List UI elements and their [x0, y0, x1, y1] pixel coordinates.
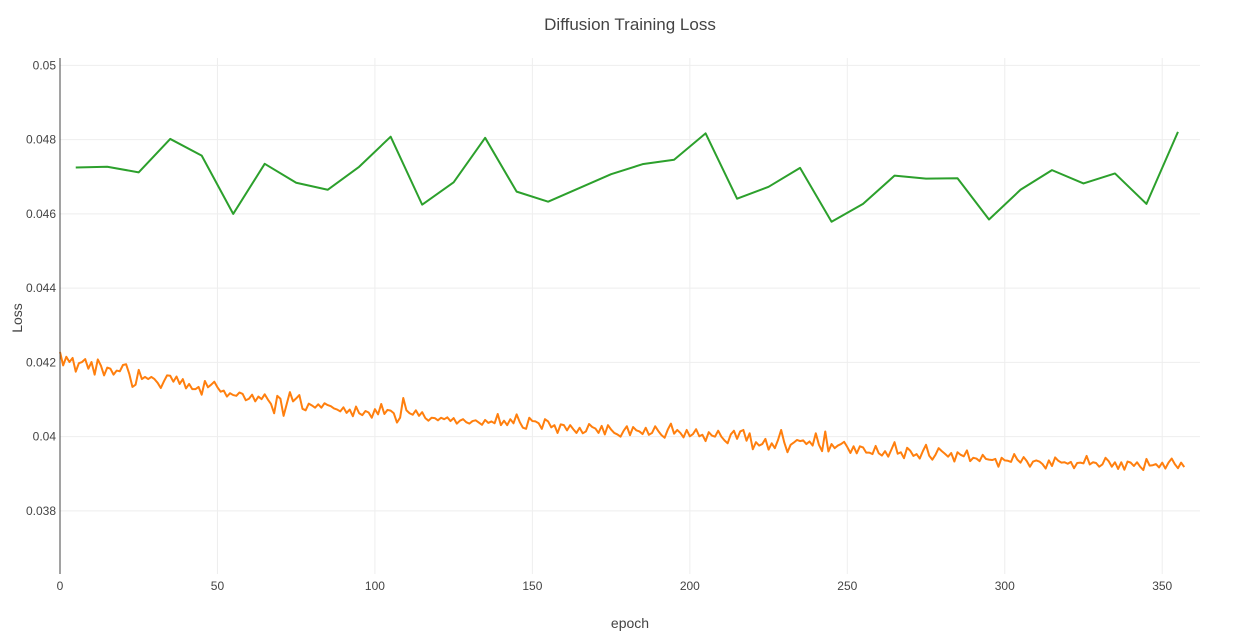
series-group [59, 131, 1186, 472]
y-tick-label: 0.048 [26, 133, 56, 147]
gridlines [60, 58, 1200, 574]
y-tick-label: 0.046 [26, 207, 56, 221]
y-tick-label: 0.038 [26, 504, 56, 518]
y-tick-label: 0.05 [33, 58, 57, 72]
x-tick-label: 50 [211, 579, 225, 593]
x-tick-label: 100 [365, 579, 385, 593]
x-tick-label: 300 [995, 579, 1015, 593]
chart-title: Diffusion Training Loss [544, 15, 716, 34]
series-line-validation [75, 131, 1179, 223]
x-tick-label: 200 [680, 579, 700, 593]
series-line-train [59, 351, 1186, 472]
x-tick-label: 250 [837, 579, 857, 593]
y-tick-label: 0.044 [26, 281, 56, 295]
x-axis-title: epoch [611, 615, 649, 631]
x-tick-label: 0 [57, 579, 64, 593]
tick-labels: 0 50 100 150 200 250 300 350 0.038 0.04 0.042 0.044… [26, 58, 1173, 593]
y-tick-label: 0.04 [33, 430, 57, 444]
y-tick-label: 0.042 [26, 355, 56, 369]
x-tick-label: 150 [522, 579, 542, 593]
x-tick-label: 350 [1152, 579, 1172, 593]
y-axis-title: Loss [9, 303, 25, 333]
